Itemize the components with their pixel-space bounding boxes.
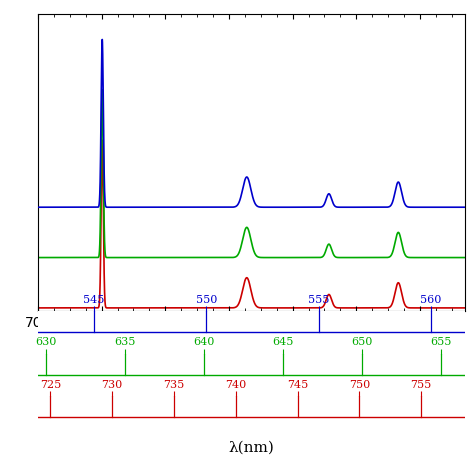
X-axis label: ν(cm⁻¹): ν(cm⁻¹) — [222, 333, 281, 347]
Text: λ(nm): λ(nm) — [228, 441, 274, 455]
